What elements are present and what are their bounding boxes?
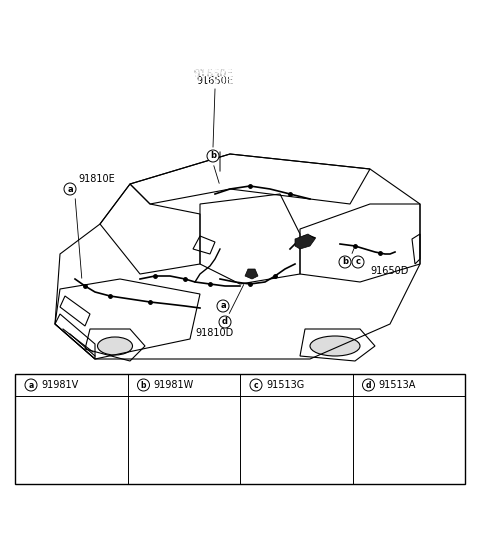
Text: b: b <box>210 151 216 160</box>
Bar <box>293 430 299 448</box>
Text: a: a <box>67 184 73 194</box>
Text: c: c <box>254 380 258 390</box>
Circle shape <box>219 316 231 328</box>
Text: 91650E: 91650E <box>193 69 233 79</box>
Polygon shape <box>295 234 315 249</box>
Circle shape <box>404 425 414 435</box>
Circle shape <box>207 150 219 162</box>
Ellipse shape <box>97 337 132 355</box>
Circle shape <box>250 379 262 391</box>
Text: 91513A: 91513A <box>379 380 416 390</box>
Text: a: a <box>220 301 226 311</box>
Bar <box>15 374 465 484</box>
Bar <box>406 430 411 448</box>
Text: 91513G: 91513G <box>266 380 304 390</box>
Text: 91810D: 91810D <box>196 328 234 338</box>
Circle shape <box>362 379 374 391</box>
Circle shape <box>217 300 229 312</box>
Text: 91650E: 91650E <box>197 76 233 86</box>
Circle shape <box>352 256 364 268</box>
Text: 91650E: 91650E <box>193 69 233 79</box>
Ellipse shape <box>175 459 193 467</box>
Circle shape <box>64 183 76 195</box>
Circle shape <box>339 256 351 268</box>
Text: b: b <box>342 257 348 267</box>
Circle shape <box>290 424 302 436</box>
Ellipse shape <box>82 429 90 441</box>
Circle shape <box>50 434 58 442</box>
Text: 91650D: 91650D <box>370 266 408 276</box>
Ellipse shape <box>179 411 189 418</box>
Text: d: d <box>366 380 371 390</box>
Text: 91810E: 91810E <box>78 174 115 184</box>
Text: a: a <box>28 380 34 390</box>
Circle shape <box>137 379 149 391</box>
Circle shape <box>399 420 419 440</box>
Text: c: c <box>356 257 360 267</box>
Text: 91981W: 91981W <box>154 380 194 390</box>
Polygon shape <box>245 269 258 279</box>
Text: b: b <box>141 380 146 390</box>
Ellipse shape <box>310 336 360 356</box>
Text: 91650E: 91650E <box>193 76 233 86</box>
Circle shape <box>25 379 37 391</box>
Bar <box>48 430 60 452</box>
Circle shape <box>285 419 307 441</box>
Text: 91650E: 91650E <box>193 66 233 76</box>
Text: d: d <box>222 318 228 326</box>
Text: 91981V: 91981V <box>41 380 78 390</box>
